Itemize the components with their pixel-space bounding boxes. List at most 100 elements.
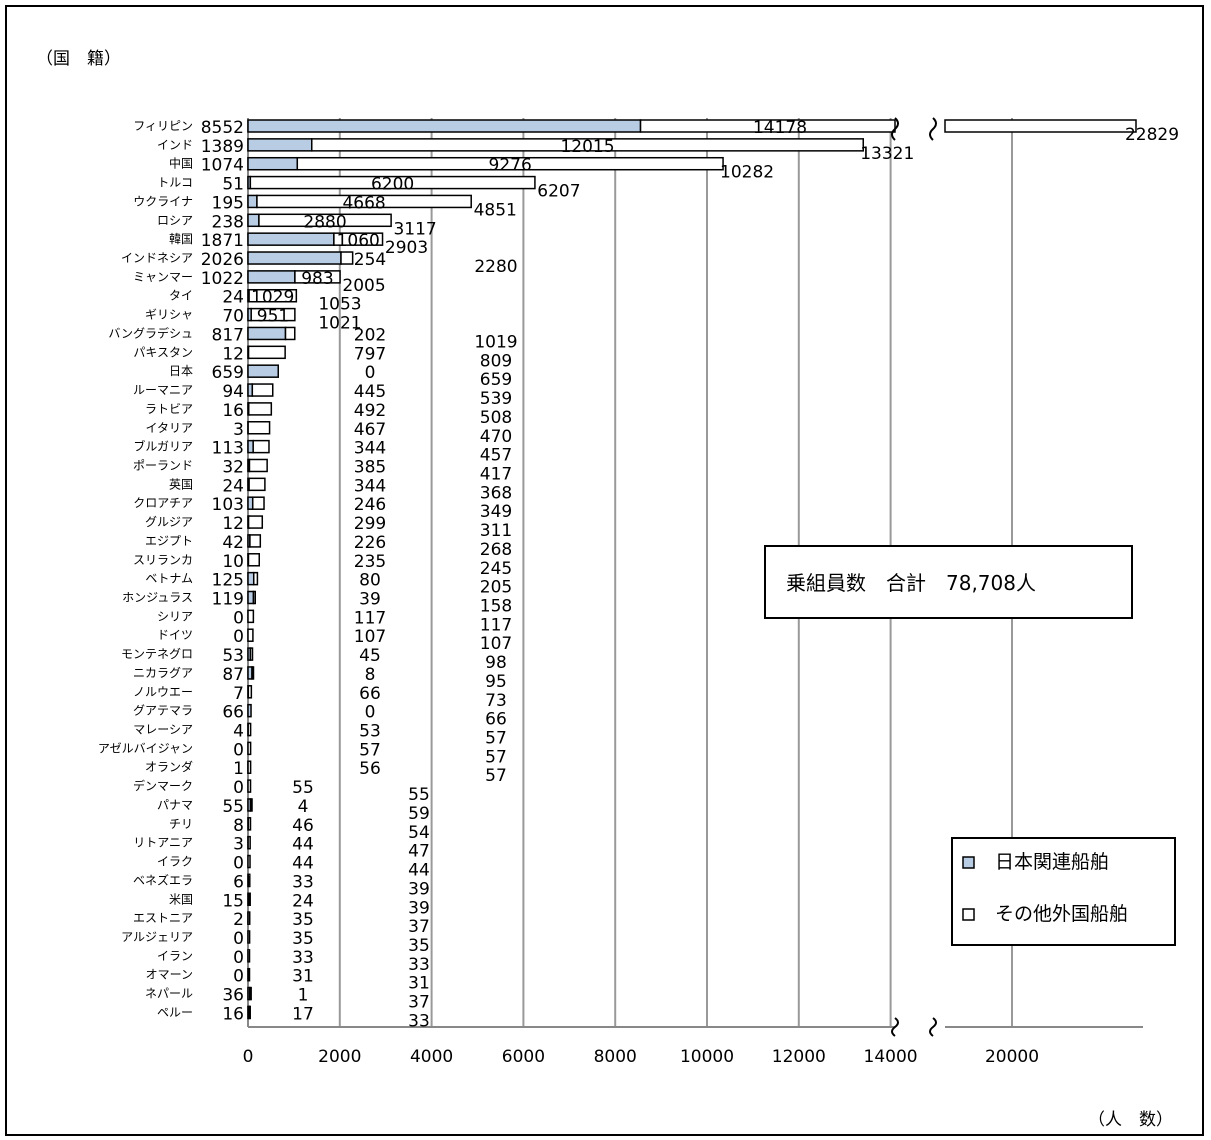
bar-other-continued <box>944 119 1137 133</box>
data-label-other: 12015 <box>560 137 614 157</box>
data-label-total: 311 <box>480 521 512 541</box>
bar-other <box>251 496 265 510</box>
bar-other <box>249 647 254 661</box>
data-label-japan: 66 <box>222 703 244 723</box>
data-label-other: 8 <box>365 665 376 685</box>
category-labels: フィリピンインド中国トルコウクライナロシア韓国インドネシアミャンマータイギリシャ… <box>98 119 193 1019</box>
category-label: ルーマニア <box>133 383 193 397</box>
category-label: フィリピン <box>133 119 193 133</box>
category-label: 中国 <box>169 156 193 171</box>
data-label-total: 457 <box>480 446 512 466</box>
data-label-total: 66 <box>485 710 507 730</box>
data-label-other: 246 <box>354 495 386 515</box>
bar-other <box>247 553 260 567</box>
category-label: ベトナム <box>145 572 193 586</box>
data-label-other: 235 <box>354 552 386 572</box>
data-label-total: 13321 <box>860 144 914 164</box>
bar-other <box>284 326 296 341</box>
category-label: クロアチア <box>133 496 193 510</box>
category-label: イラン <box>157 949 193 963</box>
data-label-other: 0 <box>365 703 376 723</box>
category-label: グアテマラ <box>133 704 193 718</box>
break-mark <box>929 1017 937 1037</box>
bar-other <box>294 270 341 284</box>
data-label-total: 47 <box>408 842 430 862</box>
data-label-other: 299 <box>354 514 386 534</box>
bar-other <box>247 1005 251 1020</box>
bar-japan <box>247 232 335 246</box>
category-label: ラトビア <box>145 402 193 416</box>
data-label-japan: 42 <box>222 533 244 553</box>
category-label: パナマ <box>157 798 193 812</box>
data-label-total: 2280 <box>474 257 517 277</box>
data-label-total: 57 <box>485 729 507 749</box>
data-label-japan: 195 <box>212 193 244 213</box>
category-label: アゼルバイジャン <box>98 741 193 755</box>
bar-other <box>247 421 271 435</box>
bar-other <box>296 156 724 171</box>
data-label-other: 797 <box>354 344 386 364</box>
bar-other <box>247 930 251 944</box>
data-label-other: 53 <box>359 722 381 742</box>
data-label-japan: 0 <box>233 740 244 760</box>
data-label-total: 31 <box>408 974 430 994</box>
bar-japan <box>247 439 254 454</box>
category-label: 韓国 <box>169 232 193 246</box>
bar-other <box>247 741 252 756</box>
data-label-other: 31 <box>292 967 314 987</box>
data-label-total: 349 <box>480 502 512 522</box>
data-label-other: 0 <box>365 363 376 383</box>
data-label-total: 158 <box>480 597 512 617</box>
bar-other <box>256 194 472 209</box>
category-label: ウクライナ <box>133 194 193 208</box>
x-tick-label: 0 <box>243 1047 254 1067</box>
data-label-japan: 36 <box>222 986 244 1006</box>
data-label-total: 6207 <box>537 182 580 202</box>
data-label-other: 44 <box>292 835 314 855</box>
data-label-japan: 103 <box>212 495 244 515</box>
total-text: 乗組員数 合計 78,708人 <box>786 571 1036 595</box>
data-label-other: 9276 <box>489 156 532 176</box>
category-label: エストニア <box>133 911 193 925</box>
legend-swatch-other <box>962 908 975 921</box>
data-label-other: 202 <box>354 325 386 345</box>
x-tick-label: 6000 <box>502 1047 545 1067</box>
category-label: パキスタン <box>133 345 193 359</box>
data-label-japan: 0 <box>233 627 244 647</box>
data-label-japan: 3 <box>233 835 244 855</box>
data-label-japan: 32 <box>222 457 244 477</box>
bar-other <box>247 854 251 869</box>
bar-other <box>249 798 253 812</box>
category-label: ネパール <box>145 987 193 1001</box>
bar-japan <box>247 156 299 171</box>
legend-label-other: その他外国船舶 <box>995 903 1128 925</box>
data-label-total: 54 <box>408 823 430 843</box>
bar-other <box>340 251 354 265</box>
data-label-japan: 0 <box>233 948 244 968</box>
data-label-japan: 16 <box>222 1004 244 1024</box>
category-label: タイ <box>169 289 193 303</box>
category-label: トルコ <box>157 176 193 190</box>
bar-other <box>252 571 259 586</box>
category-label: スリランカ <box>133 553 193 567</box>
data-label-total: 37 <box>408 993 430 1013</box>
data-label-japan: 238 <box>212 212 244 232</box>
data-label-total: 4851 <box>474 200 517 220</box>
data-label-other: 35 <box>292 910 314 930</box>
legend-label-japan: 日本関連船舶 <box>995 851 1109 873</box>
data-label-japan: 16 <box>222 401 244 421</box>
data-label-japan: 1871 <box>201 231 244 251</box>
bar-other <box>247 722 252 737</box>
data-label-other: 951 <box>257 307 289 327</box>
data-label-total: 33 <box>408 1011 430 1031</box>
data-label-japan: 70 <box>222 307 244 327</box>
data-label-total: 3117 <box>393 219 436 239</box>
bar-other <box>247 515 264 529</box>
data-label-total: 268 <box>480 540 512 560</box>
data-label-total: 809 <box>480 351 512 371</box>
bar-other <box>639 119 896 133</box>
category-label: インド <box>157 138 193 152</box>
data-label-other: 492 <box>354 401 386 421</box>
x-axis-label: （人 数） <box>1088 1110 1173 1130</box>
total-box: 乗組員数 合計 78,708人 <box>764 545 1133 619</box>
